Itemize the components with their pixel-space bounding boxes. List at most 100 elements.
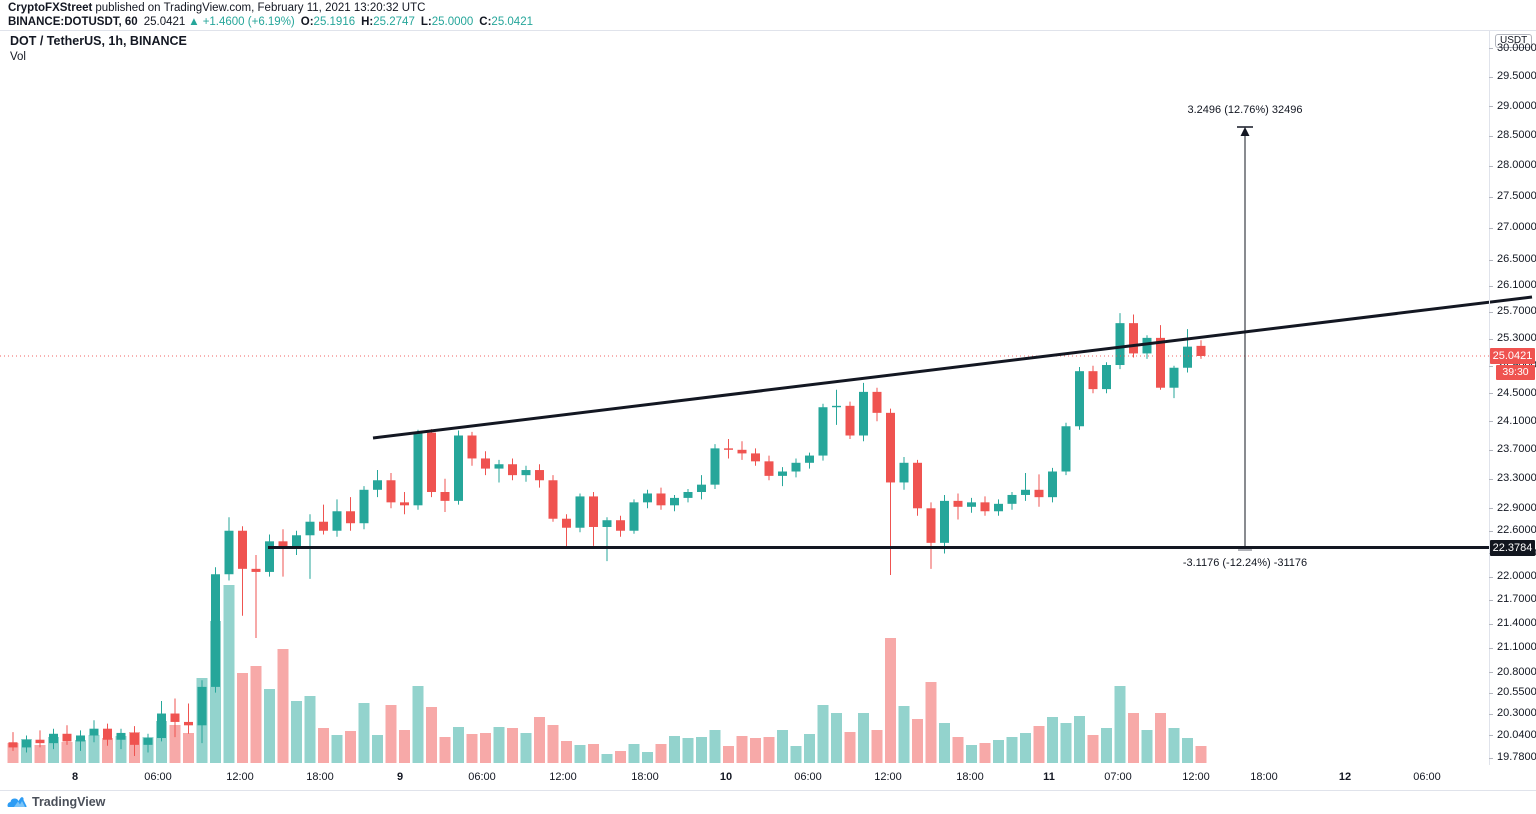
candle-body	[400, 502, 409, 506]
volume-bar	[1047, 717, 1058, 763]
candle-body	[575, 496, 585, 528]
legend-symbol-title[interactable]: DOT / TetherUS, 1h, BINANCE	[10, 34, 187, 48]
time-axis-label: 07:00	[1104, 771, 1132, 783]
candle-body	[427, 432, 436, 493]
volume-bar	[682, 738, 694, 763]
candle-body	[116, 732, 126, 740]
volume-bar	[385, 705, 397, 763]
price-axis-tick	[1489, 757, 1493, 759]
volume-bar	[399, 730, 410, 763]
volume-bar	[601, 754, 613, 763]
volume-bar	[925, 682, 937, 763]
volume-bar	[561, 741, 572, 763]
price-axis-label: 21.4000	[1497, 617, 1536, 630]
volume-bar	[615, 751, 626, 763]
time-axis-label: 06:00	[794, 771, 822, 783]
volume-bar	[912, 719, 923, 763]
tradingview-logo[interactable]: TradingView	[7, 794, 105, 809]
price-axis-tick	[1489, 478, 1493, 480]
volume-bar	[1006, 737, 1018, 763]
volume-bar	[1074, 716, 1085, 763]
candle-body	[535, 470, 544, 481]
candle-body	[197, 686, 207, 726]
price-axis-tick	[1489, 647, 1493, 649]
volume-bar	[763, 737, 775, 763]
price-axis-label: 27.0000	[1497, 221, 1536, 234]
candle-body	[805, 455, 814, 463]
close-label: C:	[479, 16, 492, 28]
volume-bar	[1155, 713, 1166, 763]
volume-bar	[709, 730, 721, 763]
volume-bar	[304, 696, 316, 763]
volume-bar	[34, 745, 46, 763]
price-axis-tick	[1489, 165, 1493, 167]
candle-body	[940, 500, 949, 543]
candle-body	[913, 462, 922, 509]
symbol-interval: BINANCE:DOTUSDT, 60	[8, 16, 138, 28]
candle-body	[35, 739, 45, 744]
volume-bar	[534, 717, 545, 763]
price-change: +1.4600 (+6.19%)	[202, 16, 295, 28]
candle-body	[670, 497, 679, 506]
time-axis-label: 12:00	[549, 771, 577, 783]
candle-body	[373, 480, 382, 490]
volume-bar	[520, 733, 532, 763]
volume-bar	[628, 744, 640, 763]
price-axis-label: 20.8000	[1497, 665, 1536, 678]
candle-body	[211, 574, 220, 687]
range-down-label[interactable]: -3.1176 (-12.24%) -31176	[1182, 557, 1308, 569]
volume-bar	[547, 725, 559, 763]
price-axis-label: 20.3000	[1497, 707, 1536, 720]
price-axis-tick	[1489, 508, 1493, 510]
volume-bar	[88, 735, 100, 763]
candle-body	[224, 530, 234, 575]
volume-bar	[1114, 686, 1126, 763]
high-value: 25.2747	[373, 16, 415, 28]
volume-bar	[1087, 735, 1099, 763]
price-axis-tick	[1489, 76, 1493, 78]
candle-body	[1048, 471, 1057, 498]
volume-bar	[858, 713, 869, 763]
volume-bar	[75, 740, 86, 763]
candle-body	[386, 480, 396, 503]
volume-bar	[453, 727, 464, 763]
candle-body	[103, 728, 112, 740]
candle-body	[967, 502, 976, 507]
range-up-label[interactable]: 3.2496 (12.76%) 32496	[1187, 104, 1303, 116]
candle-body	[845, 405, 855, 436]
last-price-badge: 25.0421	[1490, 348, 1535, 364]
candle-body	[656, 493, 666, 506]
candle-body	[170, 713, 180, 722]
legend-volume-indicator[interactable]: Vol	[10, 51, 26, 63]
currency-badge[interactable]: USDT	[1495, 34, 1533, 48]
volume-bar	[331, 735, 343, 763]
candle-body	[346, 511, 355, 524]
price-axis-tick	[1489, 623, 1493, 625]
time-axis-label: 12:00	[1182, 771, 1210, 783]
price-axis-label: 20.0400	[1497, 728, 1536, 741]
author-name: CryptoFXStreet	[8, 2, 93, 14]
candle-body	[481, 458, 490, 469]
price-axis-label: 20.5500	[1497, 686, 1536, 699]
candle-body	[184, 721, 193, 726]
price-axis[interactable]: USDT 30.0000 29.5000 29.0000 28.5000 28.0000…	[1489, 30, 1536, 765]
volume-bar	[979, 743, 991, 763]
candle-body	[1196, 345, 1206, 356]
candle-body	[62, 733, 72, 742]
volume-bar	[61, 742, 73, 763]
time-axis-label: 06:00	[468, 771, 496, 783]
price-axis-tick	[1489, 227, 1493, 229]
volume-bar	[264, 689, 275, 763]
candle-body	[8, 742, 18, 748]
candle-body	[319, 521, 328, 531]
candle-body	[872, 391, 882, 413]
price-axis-label: 28.5000	[1497, 129, 1536, 142]
price-axis-divider	[1489, 30, 1490, 790]
ascending-trendline[interactable]	[372, 295, 1533, 440]
price-axis-label: 24.1000	[1497, 414, 1536, 427]
volume-bar	[696, 737, 707, 763]
candle-body	[1129, 323, 1138, 354]
volume-bar	[48, 737, 59, 763]
time-axis[interactable]: 8 06:00 12:00 18:00 9 06:00 12:00 18:00 10 06:00 1…	[0, 765, 1536, 790]
